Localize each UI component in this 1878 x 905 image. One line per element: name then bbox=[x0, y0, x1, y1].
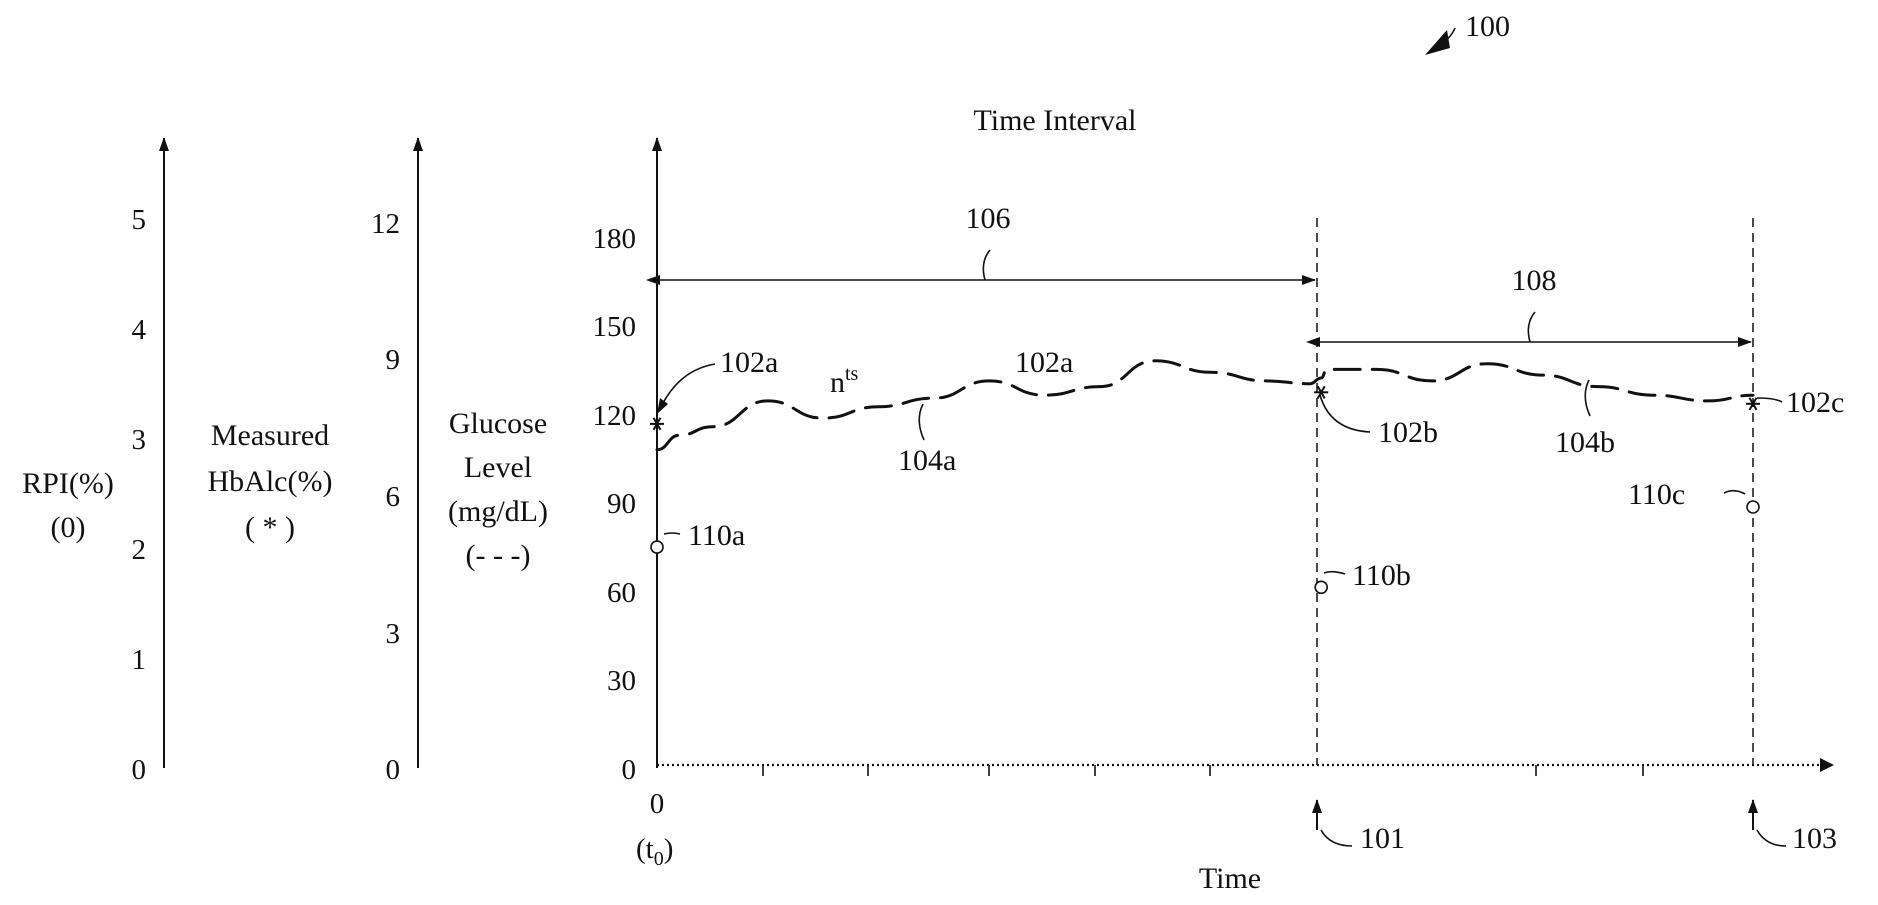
figure-ref-arrowhead bbox=[1425, 30, 1450, 55]
ref-110b: 110b bbox=[1352, 559, 1411, 592]
rpi-circle-marker bbox=[1747, 501, 1759, 513]
glucose-tick-label: 30 bbox=[607, 665, 636, 697]
leader-110a bbox=[664, 533, 680, 534]
leader-102c bbox=[1757, 398, 1782, 402]
glucose-axis-title-3: (mg/dL) bbox=[448, 495, 548, 528]
leader-102b bbox=[1320, 395, 1370, 432]
ref-104b: 104b bbox=[1555, 426, 1615, 459]
nts-base: n bbox=[830, 366, 845, 399]
hba1c-tick-label: 12 bbox=[371, 208, 400, 240]
leader-110b bbox=[1324, 572, 1345, 574]
hba1c-axis-title-1: Measured bbox=[211, 419, 329, 452]
ref-106: 106 bbox=[966, 202, 1011, 235]
ref-102b: 102b bbox=[1378, 416, 1438, 449]
glucose-axis-title-2: Level bbox=[464, 451, 532, 484]
nts-label: nts bbox=[830, 363, 859, 399]
hba1c-ticks: 0 3 6 9 12 bbox=[371, 208, 400, 786]
chart-title: Time Interval bbox=[973, 104, 1136, 137]
glucose-tick-label: 60 bbox=[607, 577, 636, 609]
time-axis-arrowhead bbox=[1820, 758, 1834, 772]
hba1c-markers bbox=[650, 386, 1760, 430]
rpi-tick-label: 3 bbox=[132, 424, 147, 456]
glucose-tick-label: 90 bbox=[607, 488, 636, 520]
time-axis-ticks bbox=[763, 765, 1643, 776]
leader-102a-left-arrowhead bbox=[657, 398, 668, 414]
hba1c-axis-symbol: ( * ) bbox=[245, 511, 295, 544]
rpi-tick-label: 5 bbox=[132, 204, 147, 236]
t0-open: (t bbox=[636, 833, 654, 865]
event-leader-101 bbox=[1321, 830, 1352, 846]
glucose-axis-symbol: (- - -) bbox=[466, 539, 531, 572]
t0-subscript: 0 bbox=[654, 848, 664, 870]
ref-102c: 102c bbox=[1786, 386, 1844, 419]
leader-102a-left bbox=[662, 364, 715, 405]
time-axis-title: Time bbox=[1199, 862, 1261, 895]
leader-104a bbox=[919, 404, 924, 440]
glucose-axis-title-1: Glucose bbox=[449, 407, 547, 440]
ref-102a-left: 102a bbox=[720, 346, 778, 379]
rpi-markers bbox=[651, 501, 1759, 593]
time-zero-label: 0 bbox=[650, 788, 665, 820]
glucose-tick-label: 120 bbox=[593, 400, 637, 432]
hba1c-tick-label: 6 bbox=[386, 481, 401, 513]
ref-108: 108 bbox=[1512, 264, 1557, 297]
leader-104b bbox=[1585, 380, 1590, 416]
t0-close: ) bbox=[664, 833, 674, 865]
figure-ref-100: 100 bbox=[1465, 10, 1510, 43]
glucose-tick-label: 150 bbox=[593, 311, 637, 343]
glucose-tick-label: 180 bbox=[593, 223, 637, 255]
rpi-tick-label: 0 bbox=[132, 754, 147, 786]
ref-103: 103 bbox=[1792, 822, 1837, 855]
interval-brace-106 bbox=[983, 250, 990, 280]
glucose-ticks: 0 30 60 90 120 150 180 bbox=[593, 223, 637, 786]
ref-110c: 110c bbox=[1628, 478, 1685, 511]
event-leader-103 bbox=[1757, 830, 1786, 846]
ref-101: 101 bbox=[1360, 822, 1405, 855]
rpi-tick-label: 4 bbox=[132, 314, 147, 346]
interval-brace-108 bbox=[1528, 312, 1535, 342]
hba1c-tick-label: 9 bbox=[386, 344, 401, 376]
t0-label: (t0) bbox=[636, 833, 673, 870]
rpi-tick-label: 1 bbox=[132, 644, 147, 676]
rpi-tick-label: 2 bbox=[132, 534, 147, 566]
rpi-circle-marker bbox=[651, 541, 663, 553]
ref-104a: 104a bbox=[898, 444, 956, 477]
glucose-tick-label: 0 bbox=[622, 754, 637, 786]
hba1c-axis-title-2: HbAlc(%) bbox=[208, 465, 333, 498]
rpi-circle-marker bbox=[1315, 581, 1327, 593]
rpi-axis-title: RPI(%) bbox=[22, 467, 114, 500]
ref-102a-mid: 102a bbox=[1015, 346, 1073, 379]
nts-superscript: ts bbox=[845, 363, 859, 385]
leader-110c bbox=[1724, 491, 1745, 494]
hba1c-tick-label: 3 bbox=[386, 618, 401, 650]
hba1c-tick-label: 0 bbox=[386, 754, 401, 786]
rpi-ticks: 0 1 2 3 4 5 bbox=[132, 204, 147, 786]
ref-110a: 110a bbox=[688, 519, 745, 552]
rpi-axis-symbol: (0) bbox=[51, 511, 86, 544]
